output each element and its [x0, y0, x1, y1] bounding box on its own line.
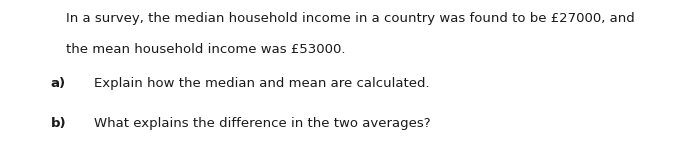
Text: What explains the difference in the two averages?: What explains the difference in the two …	[94, 117, 431, 130]
Text: Explain how the median and mean are calculated.: Explain how the median and mean are calc…	[94, 77, 430, 90]
Text: In a survey, the median household income in a country was found to be £27000, an: In a survey, the median household income…	[66, 12, 636, 25]
Text: the mean household income was £53000.: the mean household income was £53000.	[66, 43, 346, 56]
Text: b): b)	[50, 117, 66, 130]
Text: a): a)	[50, 77, 66, 90]
